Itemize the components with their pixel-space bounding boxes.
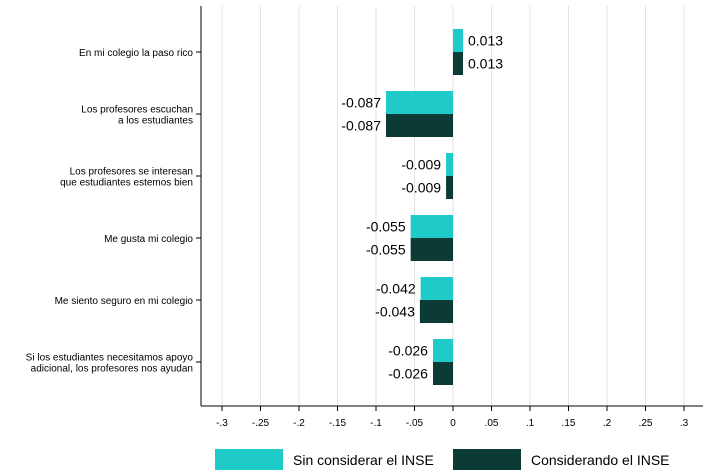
category-label: En mi colegio la paso rico xyxy=(79,48,193,59)
data-label: -0.087 xyxy=(341,118,381,134)
data-label: -0.026 xyxy=(388,366,428,382)
x-tick-label: -.05 xyxy=(406,418,424,429)
data-label: 0.013 xyxy=(468,33,503,49)
category-label-line: que estudiantes estemos bien xyxy=(60,178,193,189)
data-label: -0.087 xyxy=(341,95,381,111)
x-tick-label: .3 xyxy=(680,418,689,429)
x-tick-label: -.1 xyxy=(370,418,382,429)
data-label: -0.055 xyxy=(366,242,406,258)
data-label: -0.042 xyxy=(376,281,416,297)
category-label-line: Los profesores se interesan xyxy=(70,167,193,178)
legend-swatch xyxy=(215,449,283,470)
category-label-line: Me gusta mi colegio xyxy=(104,234,193,245)
bar xyxy=(410,238,453,261)
bar xyxy=(386,114,453,137)
bar xyxy=(419,300,453,323)
category-label-line: adicional, los profesores nos ayudan xyxy=(31,364,193,375)
data-label: -0.026 xyxy=(388,343,428,359)
grid-lines xyxy=(221,6,685,406)
bar xyxy=(453,29,464,52)
bar xyxy=(453,52,464,75)
bar xyxy=(446,153,453,176)
value-labels: 0.013 0.013 -0.087 -0.087 -0.009 -0.009 -0.055… xyxy=(341,33,503,382)
category-label: Me siento seguro en mi colegio xyxy=(55,296,194,307)
data-label: -0.043 xyxy=(375,304,415,320)
x-tick-label: .1 xyxy=(526,418,535,429)
x-tick-label: -.15 xyxy=(329,418,347,429)
bar xyxy=(420,277,453,300)
x-tick-label: .2 xyxy=(603,418,612,429)
data-label: -0.009 xyxy=(401,157,441,173)
bars xyxy=(386,29,464,385)
x-tick-label: .05 xyxy=(485,418,499,429)
data-label: 0.013 xyxy=(468,56,503,72)
bar xyxy=(446,176,453,199)
category-labels: En mi colegio la paso rico Los profesores… xyxy=(26,48,194,375)
legend: Sin considerar el INSE Considerando el IN… xyxy=(215,449,670,470)
axes xyxy=(196,6,703,407)
legend-swatch xyxy=(453,449,521,470)
bar xyxy=(410,215,453,238)
x-tick-label: -.2 xyxy=(293,418,305,429)
bar xyxy=(432,362,453,385)
data-label: -0.009 xyxy=(401,180,441,196)
x-tick-label: .15 xyxy=(562,418,576,429)
legend-label: Considerando el INSE xyxy=(531,452,670,468)
x-tick-label: -.25 xyxy=(252,418,270,429)
category-label-line: Los profesores escuchan xyxy=(81,105,193,116)
x-tick-label: .25 xyxy=(639,418,653,429)
category-label-line: Si los estudiantes necesitamos apoyo xyxy=(26,353,194,364)
data-label: -0.055 xyxy=(366,219,406,235)
category-label-line: a los estudiantes xyxy=(118,116,193,127)
category-label: Los profesores se interesan que estudiant… xyxy=(60,167,193,189)
category-label: Si los estudiantes necesitamos apoyo adic… xyxy=(26,353,194,375)
category-label: Me gusta mi colegio xyxy=(104,234,193,245)
legend-label: Sin considerar el INSE xyxy=(293,452,434,468)
x-axis-ticks: -.3 -.25 -.2 -.15 -.1 -.05 0 .05 .1 .15 .2 .25 .3 xyxy=(216,406,689,429)
bar xyxy=(432,339,453,362)
x-tick-label: 0 xyxy=(450,418,456,429)
category-label-line: Me siento seguro en mi colegio xyxy=(55,296,194,307)
category-label-line: En mi colegio la paso rico xyxy=(79,48,193,59)
x-tick-label: -.3 xyxy=(216,418,228,429)
bar xyxy=(386,91,453,114)
category-label: Los profesores escuchan a los estudiantes xyxy=(81,105,193,127)
